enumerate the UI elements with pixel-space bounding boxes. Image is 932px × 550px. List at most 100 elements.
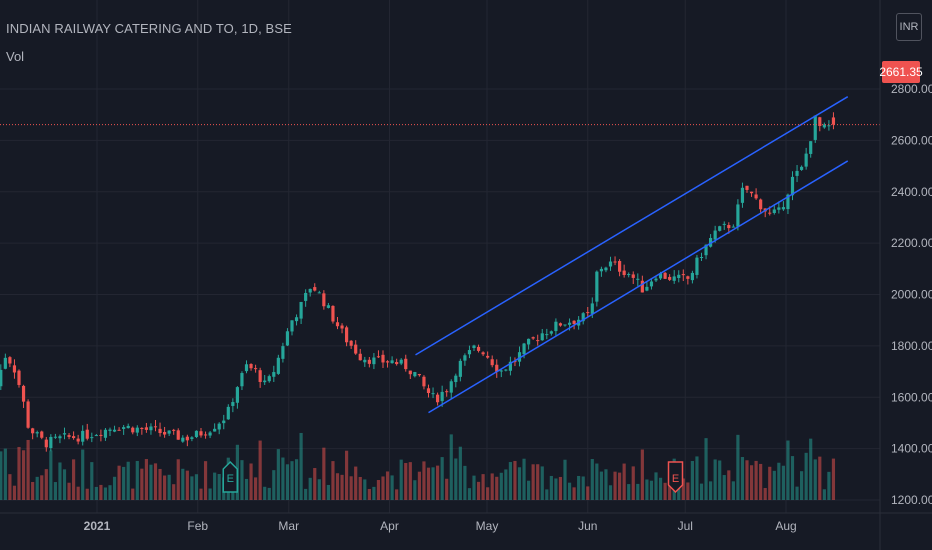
volume-bar — [590, 459, 594, 500]
volume-bar — [299, 432, 303, 500]
volume-bar — [476, 481, 481, 500]
candle-body — [53, 436, 57, 438]
volume-bar — [249, 463, 253, 500]
candle-body — [704, 244, 708, 256]
candle-body — [472, 345, 476, 349]
volume-bar — [795, 486, 799, 500]
x-axis[interactable]: 2021 Feb Mar Apr May Jun Jul Aug — [84, 519, 797, 533]
volume-bar — [681, 478, 685, 500]
candle-body — [272, 372, 276, 377]
volume-bar — [308, 477, 312, 500]
volume-bar — [754, 460, 758, 500]
volume-bar — [831, 458, 836, 500]
volume-bar — [285, 464, 290, 500]
candle-body — [235, 387, 239, 403]
x-tick-label: Apr — [380, 519, 399, 533]
candle-body — [768, 212, 772, 214]
volume-bar — [759, 463, 763, 500]
candle-body — [135, 427, 139, 433]
candle-body — [290, 320, 294, 332]
volume-bar — [499, 472, 503, 500]
candle-body — [422, 376, 426, 387]
volume-bar — [599, 471, 603, 500]
volume-bar — [813, 459, 817, 500]
channel-line-lower — [428, 160, 849, 414]
currency-button[interactable]: INR — [896, 13, 922, 41]
volume-bar — [208, 488, 212, 500]
volume-bar — [436, 465, 440, 500]
volume-bar — [167, 474, 171, 500]
candle-body — [167, 430, 171, 434]
candle-body — [413, 372, 417, 377]
candle-body — [267, 376, 271, 382]
candle-body — [363, 359, 367, 363]
candle-body — [545, 334, 549, 336]
candle-body — [276, 357, 280, 374]
candle-body — [140, 427, 144, 429]
volume-bar — [654, 472, 658, 500]
y-axis[interactable]: 1200.00 1400.00 1600.00 1800.00 2000.00 2200.… — [891, 82, 932, 507]
volume-bar — [777, 462, 781, 500]
volume-bar — [81, 449, 85, 500]
candle-body — [772, 209, 776, 213]
volume-bar — [172, 484, 176, 500]
candle-layer — [0, 112, 836, 452]
volume-bar — [704, 438, 708, 500]
volume-bar — [545, 489, 549, 500]
candle-body — [809, 141, 813, 154]
volume-bar — [426, 467, 431, 500]
volume-bar — [108, 485, 112, 500]
candle-body — [800, 166, 804, 170]
volume-bar — [390, 475, 394, 500]
candle-body — [345, 327, 349, 343]
earnings-marker-shape — [222, 460, 238, 493]
volume-bar — [67, 482, 71, 500]
candle-body — [627, 274, 631, 276]
volume-bar — [467, 488, 472, 500]
volume-bar — [85, 488, 89, 500]
candle-body — [495, 364, 499, 372]
candle-body — [554, 321, 558, 332]
volume-bar — [472, 475, 476, 500]
candle-body — [126, 425, 130, 429]
volume-bar — [517, 467, 522, 500]
candle-body — [736, 204, 740, 227]
volume-bar — [304, 488, 308, 500]
volume-bar — [103, 487, 108, 500]
volume-bar — [440, 457, 444, 500]
volume-bar — [699, 483, 704, 500]
candle-body — [549, 331, 553, 334]
y-tick-label: 2400.00 — [891, 185, 932, 199]
volume-bar — [627, 484, 631, 500]
candle-body — [795, 170, 799, 176]
volume-bar — [135, 460, 139, 500]
volume-bar — [354, 466, 358, 500]
volume-bar — [335, 473, 340, 500]
volume-bar — [372, 486, 376, 500]
x-tick-label: Aug — [775, 519, 796, 533]
candle-body — [190, 437, 194, 439]
candle-body — [445, 391, 449, 393]
volume-layer — [0, 432, 836, 500]
candle-body — [381, 354, 385, 363]
volume-bar — [586, 486, 590, 500]
candle-body — [686, 276, 690, 279]
candle-body — [431, 393, 435, 395]
volume-bar — [367, 488, 371, 500]
volume-bar — [809, 438, 813, 500]
candle-body — [153, 426, 158, 428]
volume-bar — [72, 459, 76, 500]
volume-bar — [149, 464, 153, 500]
volume-bar — [827, 471, 831, 500]
volume-bar — [385, 471, 390, 500]
candle-body — [631, 274, 635, 278]
candle-body — [527, 338, 531, 345]
candle-body — [395, 362, 399, 365]
candle-body — [335, 322, 340, 327]
volume-bar — [772, 470, 776, 500]
candle-body — [536, 340, 540, 342]
earnings-marker-label: E — [672, 473, 679, 485]
grid-layer — [0, 0, 880, 513]
